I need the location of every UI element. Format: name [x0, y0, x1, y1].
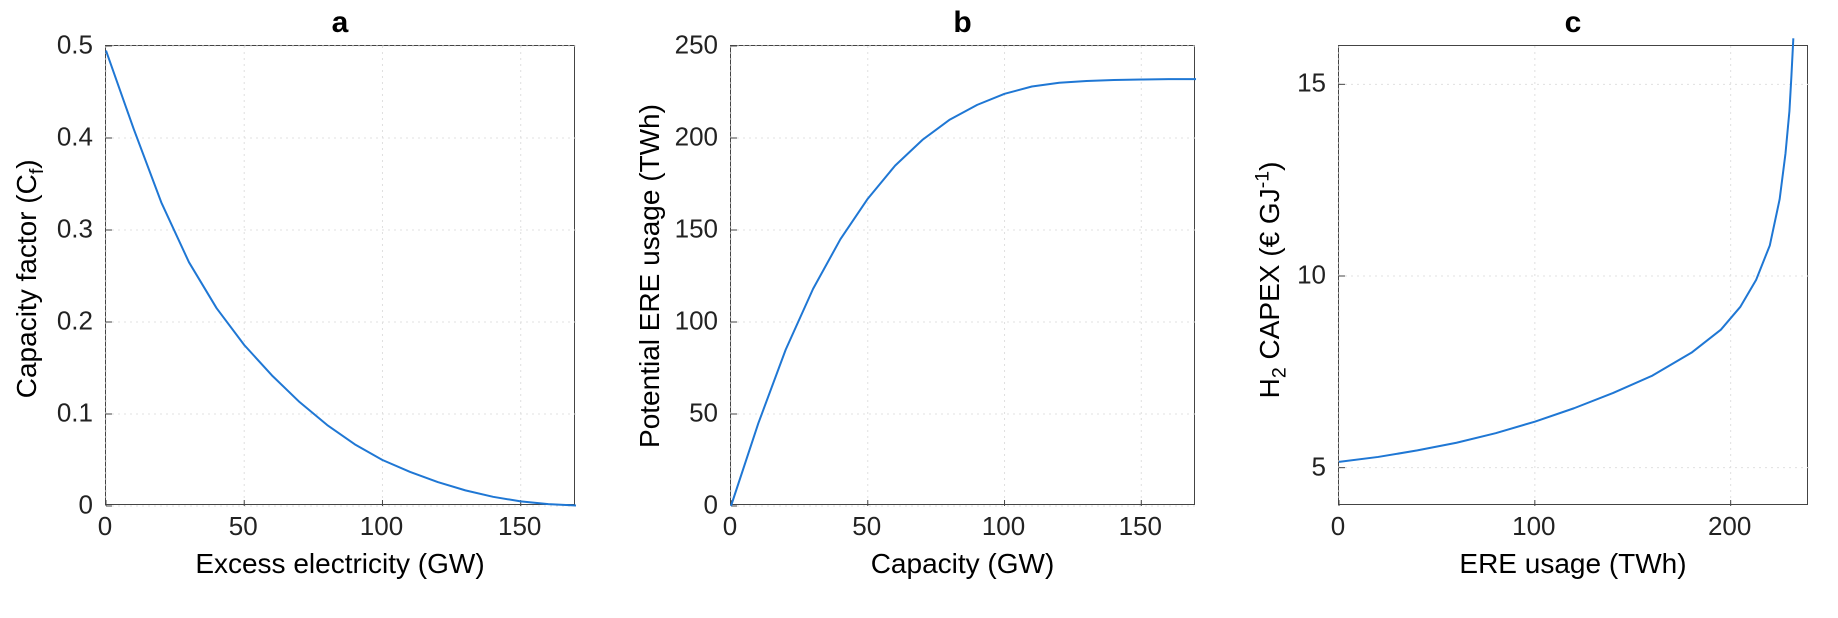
ytick-label: 0.2	[43, 306, 93, 337]
figure: a Excess electricity (GW) Capacity facto…	[0, 0, 1838, 618]
panel-c-xlabel: ERE usage (TWh)	[1338, 548, 1808, 580]
ytick-label: 100	[668, 306, 718, 337]
ytick-label: 150	[668, 214, 718, 245]
xtick-label: 100	[1512, 511, 1555, 542]
xtick-label: 100	[982, 511, 1025, 542]
xtick-label: 50	[229, 511, 258, 542]
ytick-label: 50	[668, 398, 718, 429]
panel-b-xlabel: Capacity (GW)	[730, 548, 1195, 580]
panel-b-title: b	[730, 6, 1195, 40]
ytick-label: 0.5	[43, 30, 93, 61]
panel-c-plot	[1338, 45, 1808, 505]
xtick-label: 0	[723, 511, 737, 542]
panel-c-title: c	[1338, 6, 1808, 40]
xtick-label: 200	[1708, 511, 1751, 542]
panel-a-ylabel: Capacity factor (Cf)	[11, 49, 49, 509]
ytick-label: 200	[668, 122, 718, 153]
xtick-label: 150	[1119, 511, 1162, 542]
ytick-label: 0.3	[43, 214, 93, 245]
xtick-label: 50	[852, 511, 881, 542]
ytick-label: 10	[1276, 260, 1326, 291]
ytick-label: 0	[43, 490, 93, 521]
panel-a-title: a	[105, 6, 575, 40]
ytick-label: 0.4	[43, 122, 93, 153]
panel-a-xlabel: Excess electricity (GW)	[105, 548, 575, 580]
ytick-label: 250	[668, 30, 718, 61]
panel-b-ylabel: Potential ERE usage (TWh)	[634, 46, 666, 506]
xtick-label: 0	[1331, 511, 1345, 542]
ytick-label: 15	[1276, 68, 1326, 99]
ytick-label: 0	[668, 490, 718, 521]
panel-b-plot	[730, 45, 1195, 505]
xtick-label: 100	[360, 511, 403, 542]
xtick-label: 150	[498, 511, 541, 542]
ytick-label: 5	[1276, 451, 1326, 482]
panel-a-plot	[105, 45, 575, 505]
xtick-label: 0	[98, 511, 112, 542]
ytick-label: 0.1	[43, 398, 93, 429]
